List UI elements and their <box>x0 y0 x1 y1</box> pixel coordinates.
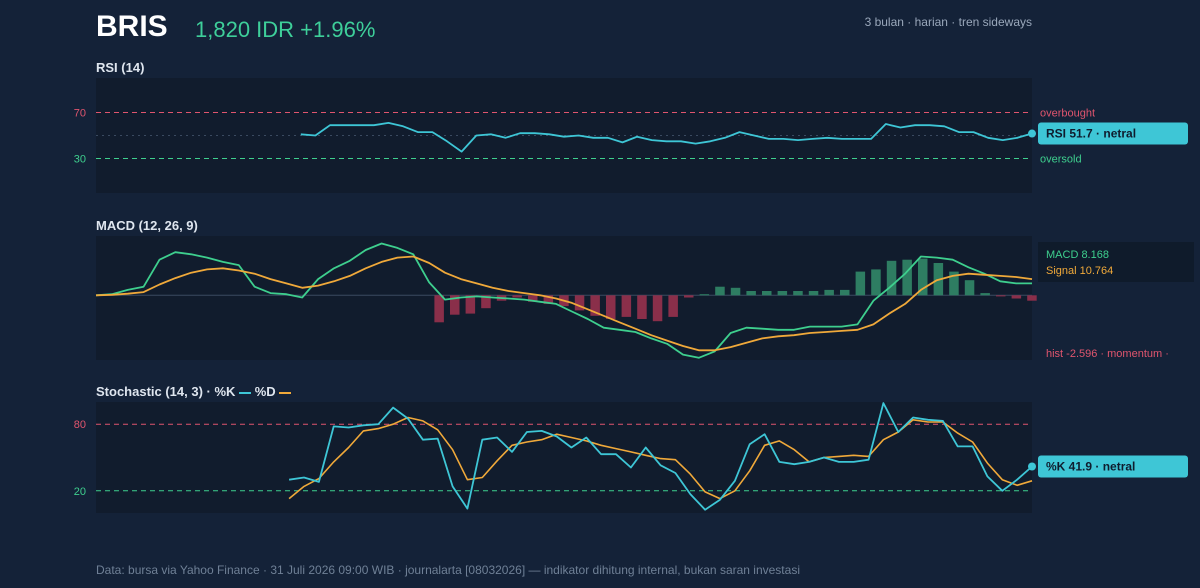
rsi-line <box>300 122 1033 153</box>
macd-hist-bar <box>1011 295 1022 299</box>
macd-hist-bar <box>964 280 975 296</box>
stoch-tick-20: 20 <box>74 486 86 498</box>
macd-hist-bar <box>465 295 476 314</box>
rsi-tick-70: 70 <box>74 108 86 120</box>
macd-line <box>95 242 1032 359</box>
signal-value-label: Signal 10.764 <box>1046 265 1113 277</box>
macd-legend-box: MACD 8.168 Signal 10.764 <box>1038 242 1194 282</box>
macd-hist-bar <box>902 259 912 296</box>
macd-hist-bar <box>699 294 710 296</box>
macd-hist-bar <box>918 258 928 296</box>
macd-hist-bar <box>450 295 460 315</box>
stoch-k-legend-line <box>239 391 252 394</box>
stoch-d-legend: %D <box>254 384 276 399</box>
macd-title: MACD (12, 26, 9) <box>96 218 198 233</box>
macd-hist-bar <box>528 295 538 302</box>
macd-hist-bar <box>652 295 663 322</box>
macd-hist-bar <box>715 286 725 296</box>
price-change: 1,820 IDR +1.96% <box>195 17 376 42</box>
macd-hist-bar <box>980 293 990 296</box>
macd-hist-bar <box>746 291 756 296</box>
stoch-title: Stochastic (14, 3) · %K %D <box>96 384 292 399</box>
macd-hist-bar <box>886 260 897 296</box>
stoch-panel-bg <box>96 402 1032 513</box>
macd-hist-bar <box>684 295 694 298</box>
stoch-k-line <box>288 402 1033 511</box>
macd-hist-bar <box>1027 295 1037 301</box>
macd-hist-bar <box>762 291 772 296</box>
macd-hist-bar <box>824 289 834 296</box>
rsi-badge-text: RSI 51.7 · netral <box>1046 127 1136 141</box>
macd-hist-bar <box>668 295 678 317</box>
macd-hist-bar <box>777 291 788 296</box>
macd-hist-bar <box>808 291 819 296</box>
macd-hist-bar <box>637 295 647 319</box>
macd-legend-bg <box>1038 242 1194 282</box>
stoch-d-legend-line <box>279 391 292 394</box>
macd-hist-bar <box>949 271 959 296</box>
stoch-badge-bg <box>1038 455 1188 478</box>
macd-hist-bar <box>871 269 881 296</box>
stoch-tick-80: 80 <box>74 419 86 431</box>
stoch-k-last-point <box>1028 462 1036 471</box>
macd-hist-bar <box>481 295 491 309</box>
rsi-overbought-label: overbought <box>1040 108 1095 120</box>
rsi-last-point <box>1028 129 1036 138</box>
ticker-symbol: BRIS <box>96 10 168 43</box>
stoch-d-line <box>288 416 1033 500</box>
signal-line <box>95 255 1033 352</box>
stoch-badge: %K 41.9 · netral <box>1038 455 1188 478</box>
macd-hist-bar <box>512 295 522 298</box>
stoch-title-text: Stochastic (14, 3) · %K <box>96 384 236 399</box>
macd-hist-bar <box>840 289 850 296</box>
macd-hist-bar <box>793 291 803 296</box>
rsi-tick-30: 30 <box>74 154 86 166</box>
rsi-title: RSI (14) <box>96 60 145 75</box>
macd-hist-bar <box>730 287 741 296</box>
macd-hist-label: hist -2.596 · momentum · <box>1046 348 1169 360</box>
macd-hist-bar <box>621 295 632 317</box>
macd-hist-bar <box>543 295 554 304</box>
rsi-badge: RSI 51.7 · netral <box>1038 122 1188 145</box>
macd-hist-bar <box>574 295 585 311</box>
macd-hist-bar <box>590 295 600 316</box>
rsi-badge-bg <box>1038 122 1188 145</box>
footer-note: Data: bursa via Yahoo Finance · 31 Juli … <box>96 563 800 577</box>
macd-value-label: MACD 8.168 <box>1046 249 1109 261</box>
macd-hist-bar <box>606 295 616 319</box>
macd-hist-bar <box>996 295 1006 297</box>
rsi-oversold-label: oversold <box>1040 154 1082 166</box>
macd-hist-bar <box>855 271 866 296</box>
chart-context: 3 bulan · harian · tren sideways <box>864 15 1032 29</box>
macd-hist-bar <box>434 295 444 323</box>
stoch-badge-text: %K 41.9 · netral <box>1046 459 1135 473</box>
